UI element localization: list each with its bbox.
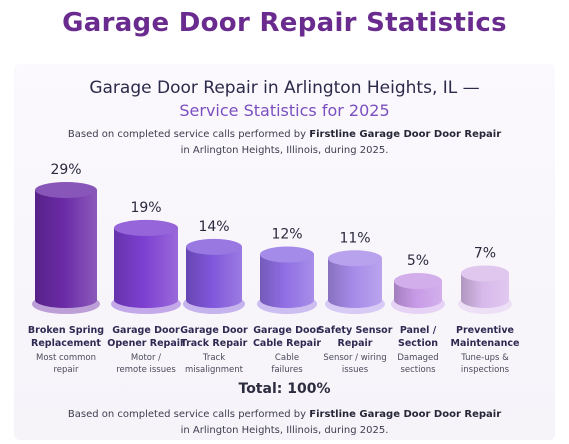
total-label: Total: 100%: [238, 381, 331, 397]
source-note-prefix: Based on completed service calls perform…: [67, 409, 310, 420]
bar: [328, 258, 382, 308]
category-description: inspections: [461, 365, 510, 375]
bar-top: [186, 238, 242, 255]
bar: [35, 190, 97, 308]
source-note-company: Firstline Garage Door Door Repair: [309, 409, 502, 420]
category-label: Repair: [338, 338, 373, 349]
bar-value-label: 5%: [407, 253, 429, 269]
source-note-suffix: in Arlington Heights, Illinois, during 2…: [180, 145, 389, 156]
bar-top: [461, 265, 509, 282]
category-label: Garage Door: [253, 325, 321, 336]
category-label: Section: [398, 338, 438, 349]
bar-top: [394, 273, 442, 290]
category-description: failures: [271, 365, 303, 375]
bar-top: [114, 219, 178, 236]
bar: [114, 227, 178, 308]
bar: [260, 254, 314, 308]
category-description: Damaged: [397, 353, 438, 363]
category-label: Broken Spring: [28, 325, 104, 336]
category-label: Panel /: [400, 325, 437, 336]
category-description: Tune-ups &: [460, 353, 509, 363]
bar: [186, 246, 242, 308]
bar-top: [260, 246, 314, 263]
bar-top: [328, 250, 382, 267]
bar-value-label: 14%: [198, 219, 229, 235]
category-description: Most common: [36, 353, 96, 363]
category-description: remote issues: [116, 365, 176, 375]
category-label: Replacement: [31, 338, 101, 349]
category-label: Cable Repair: [253, 338, 321, 349]
bar-value-label: 12%: [271, 226, 302, 242]
category-description: Cable: [275, 353, 299, 363]
source-note-prefix: Based on completed service calls perform…: [67, 129, 310, 140]
category-description: issues: [342, 365, 369, 375]
category-label: Maintenance: [451, 338, 520, 349]
category-description: Motor /: [131, 353, 161, 363]
category-label: Track Repair: [181, 338, 248, 349]
source-note-suffix: in Arlington Heights, Illinois, during 2…: [180, 425, 389, 436]
category-label: Safety Sensor: [318, 325, 393, 336]
category-description: Sensor / wiring: [323, 353, 386, 363]
bar-value-label: 7%: [474, 245, 496, 261]
category-label: Garage Door: [112, 325, 180, 336]
bar-value-label: 11%: [339, 230, 370, 246]
chart-title-line2: Service Statistics for 2025: [179, 101, 390, 120]
bar-value-label: 19%: [130, 200, 161, 216]
bar: [461, 273, 509, 308]
source-note-bottom: Based on completed service calls perform…: [0, 407, 569, 439]
bar-value-label: 29%: [50, 162, 81, 178]
page-heading: Garage Door Repair Statistics: [62, 8, 507, 38]
category-description: misalignment: [185, 365, 244, 375]
category-description: Track: [202, 353, 225, 363]
source-note-company: Firstline Garage Door Door Repair: [309, 129, 502, 140]
bar-top: [35, 182, 97, 198]
category-label: Garage Door: [180, 325, 248, 336]
category-description: repair: [54, 365, 80, 375]
category-description: sections: [400, 365, 436, 375]
source-note-top: Based on completed service calls perform…: [0, 127, 569, 159]
chart-title-line1: Garage Door Repair in Arlington Heights,…: [89, 78, 480, 98]
category-label: Preventive: [456, 325, 514, 336]
category-label: Opener Repair: [107, 338, 185, 349]
